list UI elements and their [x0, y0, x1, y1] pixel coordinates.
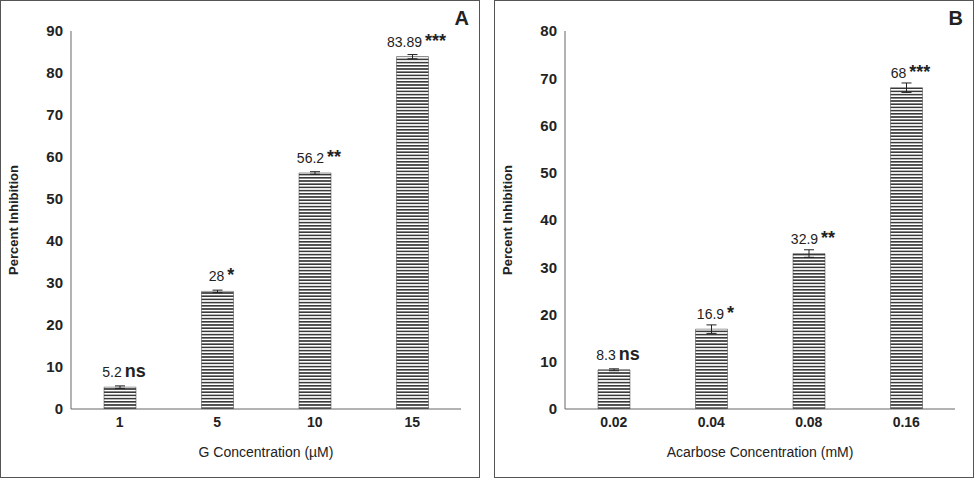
svg-text:20: 20 — [46, 316, 63, 333]
svg-text:Percent Inhibition: Percent Inhibition — [500, 165, 515, 275]
svg-text:40: 40 — [540, 211, 557, 228]
svg-text:Percent Inhibition: Percent Inhibition — [8, 165, 21, 275]
svg-text:28*: 28* — [209, 265, 235, 285]
svg-text:60: 60 — [540, 117, 557, 134]
svg-text:G Concentration (µM): G Concentration (µM) — [199, 444, 334, 460]
svg-text:0.16: 0.16 — [893, 414, 920, 430]
svg-text:0.02: 0.02 — [600, 414, 627, 430]
svg-text:80: 80 — [46, 64, 63, 81]
svg-text:60: 60 — [46, 148, 63, 165]
svg-text:5: 5 — [213, 414, 221, 430]
svg-text:40: 40 — [46, 232, 63, 249]
svg-text:70: 70 — [46, 106, 63, 123]
svg-text:0: 0 — [549, 400, 557, 417]
svg-text:32.9**: 32.9** — [791, 228, 835, 248]
svg-text:80: 80 — [540, 22, 557, 39]
svg-text:20: 20 — [540, 306, 557, 323]
svg-text:1: 1 — [116, 414, 124, 430]
svg-text:70: 70 — [540, 70, 557, 87]
svg-text:50: 50 — [540, 164, 557, 181]
svg-text:0.08: 0.08 — [795, 414, 822, 430]
svg-text:5.2ns: 5.2ns — [102, 361, 145, 381]
svg-text:10: 10 — [46, 358, 63, 375]
html-text:A: A — [454, 7, 469, 29]
svg-text:10: 10 — [307, 414, 323, 430]
svg-text:16.9*: 16.9* — [697, 303, 734, 323]
svg-text:8.3ns: 8.3ns — [596, 344, 639, 364]
html-text:B: B — [948, 7, 963, 29]
svg-text:50: 50 — [46, 190, 63, 207]
svg-text:30: 30 — [540, 259, 557, 276]
svg-text:0.04: 0.04 — [698, 414, 725, 430]
svg-text:30: 30 — [46, 274, 63, 291]
svg-text:10: 10 — [540, 353, 557, 370]
svg-text:68***: 68*** — [891, 62, 931, 82]
svg-text:56.2**: 56.2** — [297, 147, 341, 167]
svg-text:Acarbose Concentration (mM): Acarbose Concentration (mM) — [667, 444, 854, 460]
svg-text:15: 15 — [404, 414, 420, 430]
svg-text:0: 0 — [55, 400, 63, 417]
svg-text:90: 90 — [46, 22, 63, 39]
svg-text:83.89***: 83.89*** — [387, 31, 446, 51]
